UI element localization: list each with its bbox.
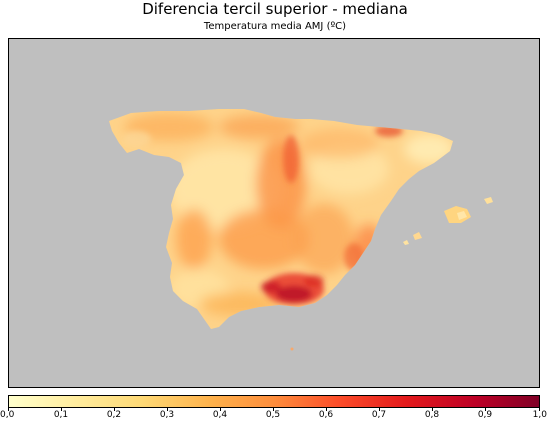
colorbar-tick-label: 0,9 [477,410,493,420]
colorbar-tick [220,408,221,411]
colorbar-tick [61,408,62,411]
colorbar-tick [326,408,327,411]
colorbar-tick [485,408,486,411]
balearic-islands [290,197,493,351]
colorbar-tick [273,408,274,411]
colorbar-tick [8,408,9,411]
spain-heatmap [109,109,493,351]
colorbar-tick-label: 0,2 [106,410,122,420]
colorbar-tick-label: 0,4 [212,410,228,420]
colorbar-tick-label: 0,6 [318,410,334,420]
colorbar-tick-label: 0,0 [0,410,15,420]
map-title: Diferencia tercil superior - mediana [142,0,408,18]
colorbar-tick [167,408,168,411]
colorbar-tick [432,408,433,411]
colorbar-ticks: 0,0 0,1 0,2 0,3 0,4 0,5 0,6 0,7 0,8 0,9 … [0,408,547,428]
colorbar-tick [379,408,380,411]
colorbar-tick-label: 0,1 [53,410,69,420]
colorbar-tick [539,408,540,411]
colorbar-tick-label: 0,3 [159,410,175,420]
colorbar-tick-label: 0,7 [371,410,387,420]
colorbar-tick-label: 0,5 [265,410,281,420]
colorbar-tick-label: 0,8 [424,410,440,420]
peninsula-region [109,109,453,329]
colorbar-tick [114,408,115,411]
colorbar-tick-label: 1,0 [532,410,547,420]
map-subtitle: Temperatura media AMJ (ºC) [203,21,347,32]
map-panel [8,38,540,388]
colorbar [8,395,540,408]
